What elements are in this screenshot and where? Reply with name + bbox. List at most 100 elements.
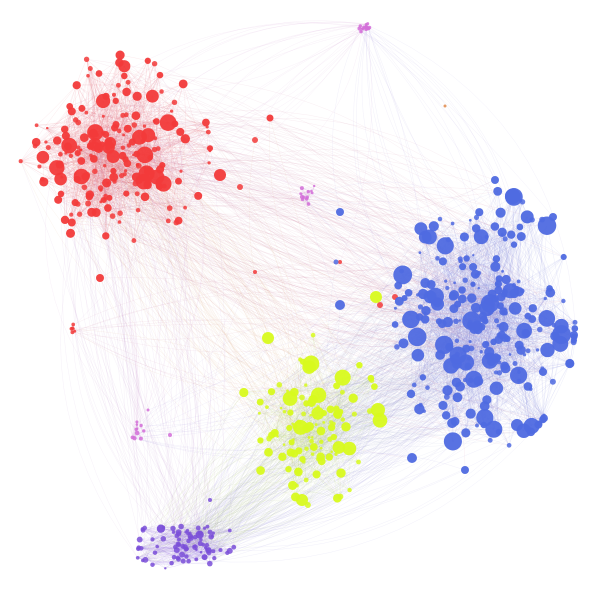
edge xyxy=(269,420,381,441)
edge xyxy=(422,293,544,420)
edge xyxy=(145,548,187,560)
edge xyxy=(462,244,515,267)
edge xyxy=(309,377,372,427)
edge xyxy=(87,75,140,138)
edge xyxy=(513,196,562,335)
edge xyxy=(289,427,341,497)
edge xyxy=(87,75,161,170)
edge xyxy=(91,96,107,213)
edge xyxy=(260,451,332,471)
edge xyxy=(312,398,354,438)
edge xyxy=(464,236,490,353)
edge xyxy=(473,238,506,256)
edge xyxy=(481,236,499,340)
edge xyxy=(454,282,472,381)
edge xyxy=(71,131,181,215)
edge xyxy=(291,423,296,498)
edge xyxy=(323,422,332,452)
edge xyxy=(141,548,228,554)
edge xyxy=(60,126,208,195)
edge xyxy=(301,397,313,438)
edge xyxy=(518,281,535,426)
edge xyxy=(45,141,71,156)
edge xyxy=(427,387,466,433)
edge xyxy=(141,548,207,550)
edge xyxy=(161,91,179,182)
edge xyxy=(64,214,169,222)
edge xyxy=(113,177,186,208)
edge xyxy=(447,322,485,418)
edge xyxy=(493,292,551,430)
edge xyxy=(447,369,519,391)
edge xyxy=(520,200,546,299)
edge xyxy=(56,148,211,168)
edge xyxy=(243,359,301,393)
edge xyxy=(110,131,209,146)
edge xyxy=(498,371,544,433)
edge xyxy=(476,216,528,276)
edge xyxy=(456,191,498,365)
edge xyxy=(153,120,182,172)
edge xyxy=(289,427,350,491)
edge xyxy=(470,236,482,382)
edge xyxy=(43,149,101,183)
edge xyxy=(119,141,133,214)
edge xyxy=(137,96,179,221)
edge xyxy=(86,59,114,178)
edge xyxy=(103,130,120,201)
edge xyxy=(303,365,360,415)
edge xyxy=(213,530,230,552)
edge xyxy=(404,298,456,360)
node-blue xyxy=(477,286,480,290)
edge xyxy=(260,397,303,403)
edge xyxy=(70,91,127,234)
edge xyxy=(298,359,301,423)
edge xyxy=(42,116,104,158)
edge xyxy=(60,154,92,213)
edge xyxy=(469,322,510,446)
edge xyxy=(438,220,471,322)
edge xyxy=(462,217,477,267)
edge xyxy=(47,127,108,184)
edge xyxy=(126,22,367,115)
edge xyxy=(155,83,184,139)
edge xyxy=(417,283,498,356)
edge xyxy=(45,122,79,143)
edge xyxy=(58,63,155,200)
edge xyxy=(71,108,136,116)
edge xyxy=(259,413,292,443)
edge xyxy=(293,439,322,449)
edge xyxy=(486,226,496,342)
edge xyxy=(137,537,192,558)
edge xyxy=(137,544,204,558)
edge xyxy=(402,238,506,276)
edge xyxy=(57,83,184,141)
edge xyxy=(480,313,491,352)
edge xyxy=(275,432,341,497)
edge xyxy=(417,355,471,414)
edge xyxy=(77,203,121,214)
edge xyxy=(453,201,523,296)
edge xyxy=(437,258,524,431)
edge xyxy=(142,530,180,540)
edge xyxy=(268,422,324,453)
edge xyxy=(442,261,561,345)
edge xyxy=(96,138,156,213)
edge xyxy=(445,245,546,299)
edge xyxy=(539,292,555,424)
edge xyxy=(476,304,493,426)
edge xyxy=(79,175,122,215)
edge xyxy=(491,238,509,362)
edge xyxy=(87,102,175,175)
edge xyxy=(90,155,177,223)
edge xyxy=(178,531,211,540)
edge xyxy=(456,364,466,433)
edge xyxy=(65,54,121,136)
edge xyxy=(306,428,313,506)
edge xyxy=(332,28,360,213)
edge xyxy=(417,355,545,419)
edge xyxy=(99,149,135,241)
edge xyxy=(71,221,120,226)
edge xyxy=(152,533,189,565)
edge xyxy=(295,427,332,498)
